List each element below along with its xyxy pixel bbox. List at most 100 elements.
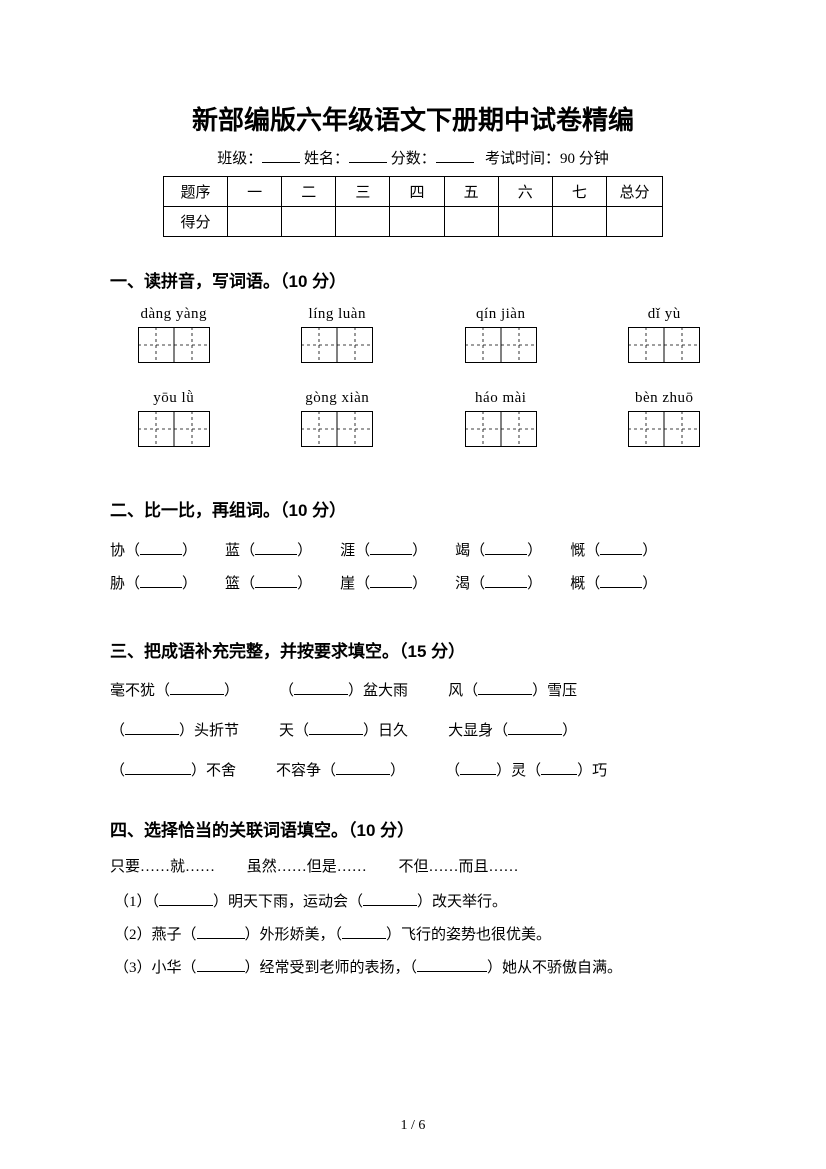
tianzige-box[interactable] (138, 327, 210, 363)
page-title: 新部编版六年级语文下册期中试卷精编 (110, 100, 716, 137)
th-6: 六 (498, 177, 552, 207)
sentence-3: （3）小华（）经常受到老师的表扬，（）她从不骄傲自满。 (110, 952, 716, 985)
fill-blank[interactable] (600, 543, 642, 555)
conj-word: 不但……而且…… (399, 859, 519, 875)
fill-blank[interactable] (197, 960, 245, 972)
pinyin-item: qín jiàn (449, 306, 553, 368)
idiom-item: （）头折节 (110, 716, 239, 746)
idiom-item: （）灵（）巧 (445, 756, 607, 786)
score-cell-3[interactable] (336, 207, 390, 237)
pinyin-text: háo mài (449, 390, 553, 407)
sentence-1: （1）（）明天下雨，运动会（）改天举行。 (110, 886, 716, 919)
fill-blank[interactable] (485, 576, 527, 588)
fill-blank[interactable] (417, 960, 487, 972)
compare-item: 渴（） (455, 568, 542, 601)
pinyin-item: dàng yàng (122, 306, 226, 368)
fill-blank[interactable] (370, 576, 412, 588)
tianzige-box[interactable] (628, 411, 700, 447)
conj-word: 只要……就…… (110, 859, 215, 875)
pinyin-text: gòng xiàn (286, 390, 390, 407)
pinyin-item: yōu lǜ (122, 390, 226, 452)
tianzige-box[interactable] (138, 411, 210, 447)
score-cell-2[interactable] (282, 207, 336, 237)
conjunction-words: 只要……就…… 虽然……但是…… 不但……而且…… (110, 855, 716, 876)
compare-item: 涯（） (340, 535, 427, 568)
fill-blank[interactable] (508, 723, 562, 735)
score-cell-4[interactable] (390, 207, 444, 237)
th-0: 题序 (164, 177, 228, 207)
pinyin-row-1: dàng yàng líng luàn qín jiàn dǐ yù (110, 306, 716, 368)
idiom-item: 大显身（） (448, 716, 577, 746)
idiom-item: （）不舍 (110, 756, 236, 786)
tianzige-box[interactable] (465, 411, 537, 447)
name-blank[interactable] (349, 149, 387, 163)
fill-blank[interactable] (309, 723, 363, 735)
pinyin-item: gòng xiàn (286, 390, 390, 452)
th-5: 五 (444, 177, 498, 207)
fill-blank[interactable] (342, 927, 386, 939)
pinyin-item: háo mài (449, 390, 553, 452)
fill-blank[interactable] (170, 683, 224, 695)
section3-title: 三、把成语补充完整，并按要求填空。（15 分） (110, 637, 716, 662)
sentence-2: （2）燕子（）外形娇美，（）飞行的姿势也很优美。 (110, 919, 716, 952)
score-row-label: 得分 (164, 207, 228, 237)
compare-item: 协（） (110, 535, 197, 568)
idiom-grid: 毫不犹（） （）盆大雨 风（）雪压 （）头折节 天（）日久 大显身（） （）不舍… (110, 676, 716, 786)
pinyin-item: bèn zhuō (613, 390, 717, 452)
compare-row-2: 胁（） 篮（） 崖（） 渴（） 概（） (110, 568, 716, 601)
conj-word: 虽然……但是…… (247, 859, 367, 875)
pinyin-text: dàng yàng (122, 306, 226, 323)
section4-title: 四、选择恰当的关联词语填空。（10 分） (110, 816, 716, 841)
th-3: 三 (336, 177, 390, 207)
fill-blank[interactable] (197, 927, 245, 939)
fill-blank[interactable] (140, 543, 182, 555)
score-cell-7[interactable] (552, 207, 606, 237)
score-header-row: 题序 一 二 三 四 五 六 七 总分 (164, 177, 663, 207)
idiom-item: （）盆大雨 (279, 676, 408, 706)
score-label: 分数： (391, 151, 436, 167)
tianzige-box[interactable] (301, 327, 373, 363)
name-label: 姓名： (304, 151, 349, 167)
class-blank[interactable] (262, 149, 300, 163)
fill-blank[interactable] (363, 894, 417, 906)
tianzige-box[interactable] (628, 327, 700, 363)
fill-blank[interactable] (125, 763, 191, 775)
compare-item: 胁（） (110, 568, 197, 601)
fill-blank[interactable] (336, 763, 390, 775)
th-4: 四 (390, 177, 444, 207)
fill-blank[interactable] (159, 894, 213, 906)
fill-blank[interactable] (485, 543, 527, 555)
fill-blank[interactable] (255, 576, 297, 588)
compare-item: 崖（） (340, 568, 427, 601)
score-table: 题序 一 二 三 四 五 六 七 总分 得分 (163, 176, 663, 237)
pinyin-text: dǐ yù (613, 306, 717, 323)
th-2: 二 (282, 177, 336, 207)
tianzige-box[interactable] (301, 411, 373, 447)
fill-blank[interactable] (370, 543, 412, 555)
score-value-row: 得分 (164, 207, 663, 237)
fill-blank[interactable] (460, 763, 496, 775)
fill-blank[interactable] (600, 576, 642, 588)
tianzige-box[interactable] (465, 327, 537, 363)
score-cell-6[interactable] (498, 207, 552, 237)
score-cell-1[interactable] (228, 207, 282, 237)
pinyin-row-2: yōu lǜ gòng xiàn háo mài bèn zhuō (110, 390, 716, 452)
idiom-item: 不容争（） (276, 756, 405, 786)
fill-blank[interactable] (255, 543, 297, 555)
pinyin-item: líng luàn (286, 306, 390, 368)
idiom-item: 风（）雪压 (448, 676, 577, 706)
fill-blank[interactable] (294, 683, 348, 695)
fill-blank[interactable] (478, 683, 532, 695)
class-label: 班级： (217, 151, 262, 167)
score-blank[interactable] (436, 149, 474, 163)
compare-row-1: 协（） 蓝（） 涯（） 竭（） 慨（） (110, 535, 716, 568)
score-cell-5[interactable] (444, 207, 498, 237)
fill-blank[interactable] (541, 763, 577, 775)
pinyin-text: líng luàn (286, 306, 390, 323)
fill-blank[interactable] (140, 576, 182, 588)
idiom-item: 天（）日久 (279, 716, 408, 746)
score-cell-total[interactable] (607, 207, 663, 237)
compare-item: 慨（） (570, 535, 657, 568)
compare-item: 概（） (570, 568, 657, 601)
fill-blank[interactable] (125, 723, 179, 735)
